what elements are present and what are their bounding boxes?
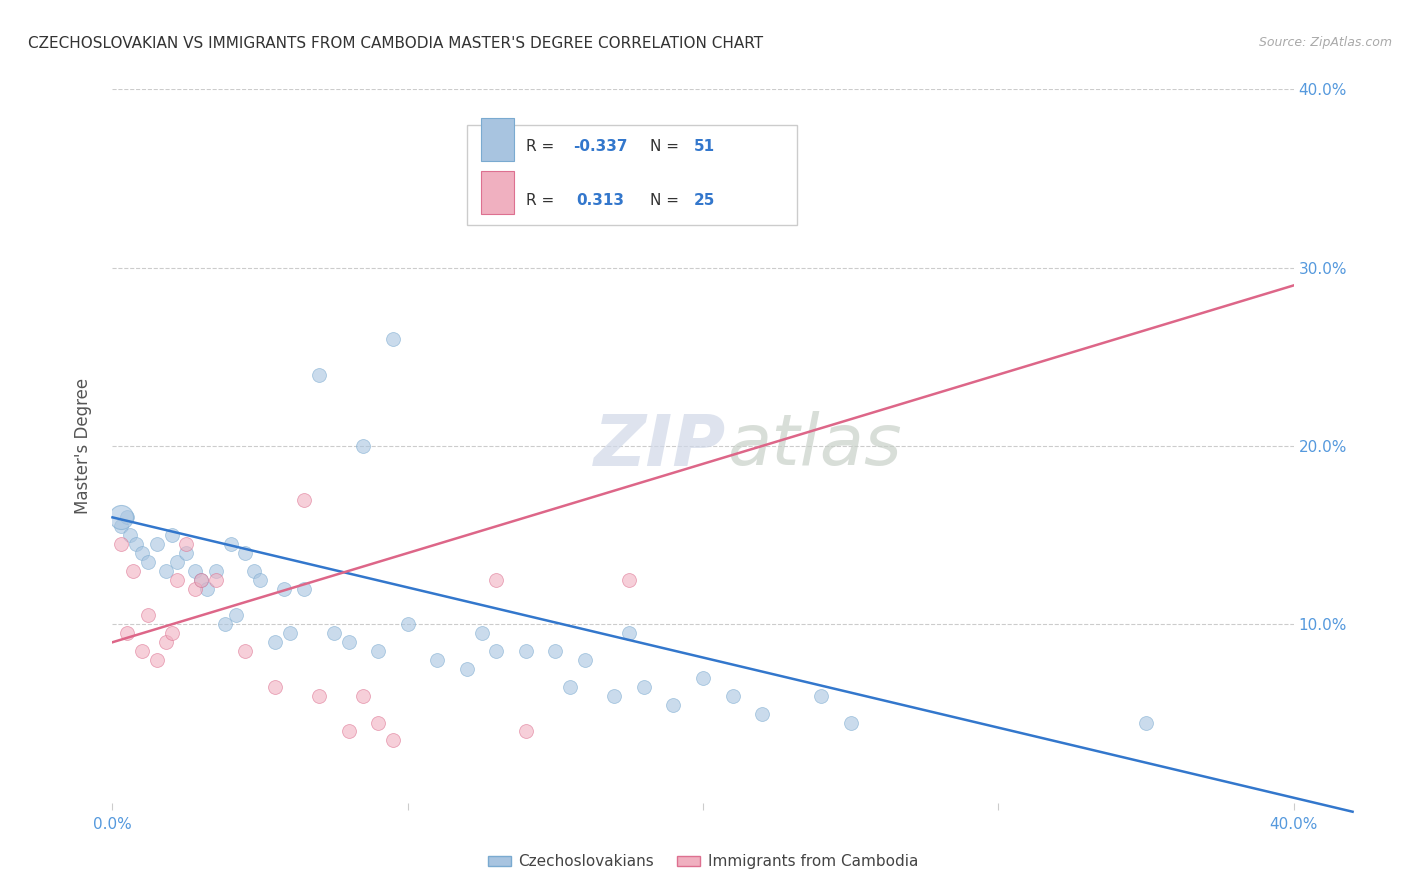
Point bbox=[485, 573, 508, 587]
Point bbox=[619, 573, 641, 587]
Point bbox=[264, 680, 287, 694]
Point bbox=[396, 617, 419, 632]
Text: ZIP: ZIP bbox=[595, 411, 727, 481]
Bar bbox=[481, 118, 515, 161]
Text: 51: 51 bbox=[693, 139, 714, 154]
Point bbox=[1135, 715, 1157, 730]
Point bbox=[122, 564, 145, 578]
Point bbox=[233, 546, 256, 560]
Point bbox=[751, 706, 773, 721]
Point bbox=[125, 537, 148, 551]
Point bbox=[308, 689, 330, 703]
Point bbox=[273, 582, 295, 596]
Point bbox=[131, 546, 153, 560]
Point bbox=[603, 689, 626, 703]
Point bbox=[544, 644, 567, 658]
Point bbox=[292, 492, 315, 507]
Point bbox=[166, 573, 188, 587]
Point bbox=[160, 528, 183, 542]
Point bbox=[225, 608, 247, 623]
Point bbox=[110, 510, 132, 524]
Point bbox=[619, 626, 641, 640]
Point bbox=[352, 439, 374, 453]
Text: Source: ZipAtlas.com: Source: ZipAtlas.com bbox=[1258, 36, 1392, 49]
Point bbox=[184, 564, 207, 578]
Point bbox=[337, 635, 360, 649]
Point bbox=[136, 555, 159, 569]
Point bbox=[190, 573, 212, 587]
Text: R =: R = bbox=[526, 139, 560, 154]
Point bbox=[574, 653, 596, 667]
Point bbox=[337, 724, 360, 739]
Point bbox=[155, 564, 177, 578]
Legend: Czechoslovakians, Immigrants from Cambodia: Czechoslovakians, Immigrants from Cambod… bbox=[482, 848, 924, 875]
Point bbox=[662, 698, 685, 712]
Point bbox=[810, 689, 832, 703]
Point bbox=[633, 680, 655, 694]
Text: CZECHOSLOVAKIAN VS IMMIGRANTS FROM CAMBODIA MASTER'S DEGREE CORRELATION CHART: CZECHOSLOVAKIAN VS IMMIGRANTS FROM CAMBO… bbox=[28, 36, 763, 51]
Point bbox=[205, 573, 228, 587]
Point bbox=[367, 644, 389, 658]
Point bbox=[146, 537, 169, 551]
Point bbox=[243, 564, 266, 578]
Text: N =: N = bbox=[650, 139, 683, 154]
Text: -0.337: -0.337 bbox=[574, 139, 627, 154]
Point bbox=[456, 662, 478, 676]
Point bbox=[367, 715, 389, 730]
Point bbox=[117, 626, 138, 640]
Point bbox=[382, 332, 405, 346]
Point bbox=[692, 671, 714, 685]
Point bbox=[205, 564, 228, 578]
Point bbox=[721, 689, 744, 703]
Bar bbox=[481, 171, 515, 214]
Point bbox=[155, 635, 177, 649]
Point bbox=[839, 715, 862, 730]
Text: 25: 25 bbox=[693, 193, 714, 208]
Point bbox=[184, 582, 207, 596]
Point bbox=[470, 626, 494, 640]
Point bbox=[131, 644, 153, 658]
Point bbox=[633, 207, 655, 221]
Point bbox=[219, 537, 242, 551]
Point bbox=[515, 644, 537, 658]
Point bbox=[160, 626, 183, 640]
Point bbox=[110, 537, 132, 551]
Point bbox=[117, 510, 138, 524]
Point bbox=[233, 644, 256, 658]
Point bbox=[195, 582, 218, 596]
Y-axis label: Master's Degree: Master's Degree bbox=[73, 378, 91, 514]
Point bbox=[174, 537, 197, 551]
Point bbox=[190, 573, 212, 587]
Point bbox=[110, 519, 132, 533]
Text: N =: N = bbox=[650, 193, 683, 208]
Point bbox=[558, 680, 582, 694]
Point bbox=[292, 582, 315, 596]
Bar bbox=[467, 125, 797, 225]
Point bbox=[352, 689, 374, 703]
Point bbox=[426, 653, 449, 667]
Text: 0.313: 0.313 bbox=[576, 193, 624, 208]
Point bbox=[485, 644, 508, 658]
Point bbox=[323, 626, 346, 640]
Point bbox=[174, 546, 197, 560]
Point bbox=[120, 528, 142, 542]
Point bbox=[146, 653, 169, 667]
Point bbox=[166, 555, 188, 569]
Point bbox=[214, 617, 236, 632]
Point bbox=[308, 368, 330, 382]
Point bbox=[382, 733, 405, 747]
Point bbox=[278, 626, 301, 640]
Point bbox=[515, 724, 537, 739]
Point bbox=[264, 635, 287, 649]
Point bbox=[136, 608, 159, 623]
Point bbox=[249, 573, 271, 587]
Text: R =: R = bbox=[526, 193, 560, 208]
Text: atlas: atlas bbox=[727, 411, 901, 481]
